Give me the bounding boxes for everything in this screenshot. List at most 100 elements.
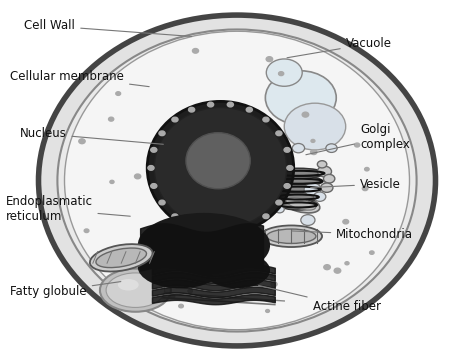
Ellipse shape — [320, 183, 333, 192]
Ellipse shape — [186, 133, 250, 189]
Text: Cell Wall: Cell Wall — [24, 19, 191, 36]
Circle shape — [311, 139, 315, 142]
Circle shape — [321, 161, 325, 164]
Circle shape — [334, 268, 341, 273]
Circle shape — [284, 184, 290, 188]
Circle shape — [116, 92, 120, 95]
Text: Golgi
complex: Golgi complex — [306, 123, 410, 155]
Ellipse shape — [155, 108, 287, 228]
Circle shape — [345, 262, 349, 265]
Ellipse shape — [323, 174, 335, 183]
Ellipse shape — [265, 123, 275, 131]
Ellipse shape — [273, 168, 324, 178]
Circle shape — [121, 278, 126, 281]
Circle shape — [212, 239, 217, 243]
Ellipse shape — [96, 248, 146, 268]
Circle shape — [276, 131, 282, 136]
Circle shape — [362, 186, 368, 191]
Circle shape — [135, 174, 141, 179]
Ellipse shape — [318, 161, 327, 168]
Ellipse shape — [176, 195, 184, 202]
Circle shape — [324, 180, 329, 184]
Ellipse shape — [38, 15, 436, 346]
Ellipse shape — [266, 59, 302, 86]
Circle shape — [208, 229, 214, 234]
Circle shape — [170, 294, 175, 298]
Ellipse shape — [138, 245, 223, 288]
Ellipse shape — [284, 103, 346, 150]
Ellipse shape — [265, 71, 336, 125]
Circle shape — [172, 214, 178, 219]
Circle shape — [284, 148, 290, 152]
Circle shape — [370, 251, 374, 254]
Ellipse shape — [106, 273, 164, 308]
Circle shape — [343, 219, 349, 224]
Circle shape — [266, 57, 273, 62]
Ellipse shape — [292, 143, 305, 153]
Ellipse shape — [286, 197, 316, 210]
Circle shape — [265, 309, 270, 312]
Circle shape — [189, 224, 195, 229]
Circle shape — [302, 112, 309, 117]
Ellipse shape — [261, 184, 270, 191]
Circle shape — [151, 148, 157, 152]
Circle shape — [296, 196, 300, 199]
Circle shape — [159, 131, 165, 136]
Text: Cellular membrane: Cellular membrane — [10, 70, 149, 87]
Text: Actine fiber: Actine fiber — [259, 286, 381, 313]
Circle shape — [246, 224, 252, 229]
Circle shape — [263, 117, 269, 122]
Ellipse shape — [261, 226, 322, 247]
Text: Nucleus: Nucleus — [19, 127, 164, 144]
Circle shape — [110, 180, 114, 183]
Circle shape — [198, 244, 203, 248]
Circle shape — [79, 139, 85, 144]
Ellipse shape — [138, 213, 270, 278]
Ellipse shape — [246, 141, 256, 148]
Ellipse shape — [57, 30, 417, 331]
Circle shape — [129, 270, 134, 273]
Ellipse shape — [274, 176, 322, 186]
Text: Fatty globule: Fatty globule — [10, 282, 121, 299]
Ellipse shape — [278, 192, 319, 202]
Ellipse shape — [204, 252, 270, 288]
Circle shape — [324, 265, 330, 270]
Circle shape — [188, 289, 192, 293]
Ellipse shape — [90, 244, 153, 271]
Circle shape — [250, 269, 255, 273]
Circle shape — [165, 277, 170, 279]
Ellipse shape — [267, 229, 316, 243]
Circle shape — [271, 282, 277, 287]
Ellipse shape — [318, 166, 331, 177]
Text: Endoplasmatic
reticulum: Endoplasmatic reticulum — [5, 195, 130, 223]
Circle shape — [246, 107, 252, 112]
Circle shape — [227, 229, 233, 234]
Circle shape — [227, 102, 233, 107]
Ellipse shape — [301, 215, 315, 226]
Circle shape — [276, 200, 282, 205]
Circle shape — [287, 166, 293, 170]
Circle shape — [208, 102, 214, 107]
Ellipse shape — [326, 144, 337, 152]
Ellipse shape — [147, 101, 294, 234]
Ellipse shape — [282, 195, 320, 213]
Ellipse shape — [304, 183, 321, 196]
Circle shape — [270, 273, 275, 277]
Ellipse shape — [100, 269, 171, 312]
Circle shape — [279, 72, 284, 75]
Circle shape — [310, 150, 317, 155]
Text: Vesicle: Vesicle — [310, 178, 401, 191]
Circle shape — [109, 117, 114, 121]
Text: Mitochondria: Mitochondria — [292, 228, 413, 241]
Ellipse shape — [276, 184, 320, 194]
Ellipse shape — [64, 31, 410, 330]
Circle shape — [172, 229, 177, 232]
Circle shape — [84, 229, 89, 232]
Circle shape — [189, 107, 195, 112]
Circle shape — [159, 200, 165, 205]
Circle shape — [151, 184, 157, 188]
Circle shape — [192, 48, 199, 53]
Ellipse shape — [275, 206, 284, 213]
Circle shape — [172, 117, 178, 122]
Ellipse shape — [314, 192, 326, 201]
